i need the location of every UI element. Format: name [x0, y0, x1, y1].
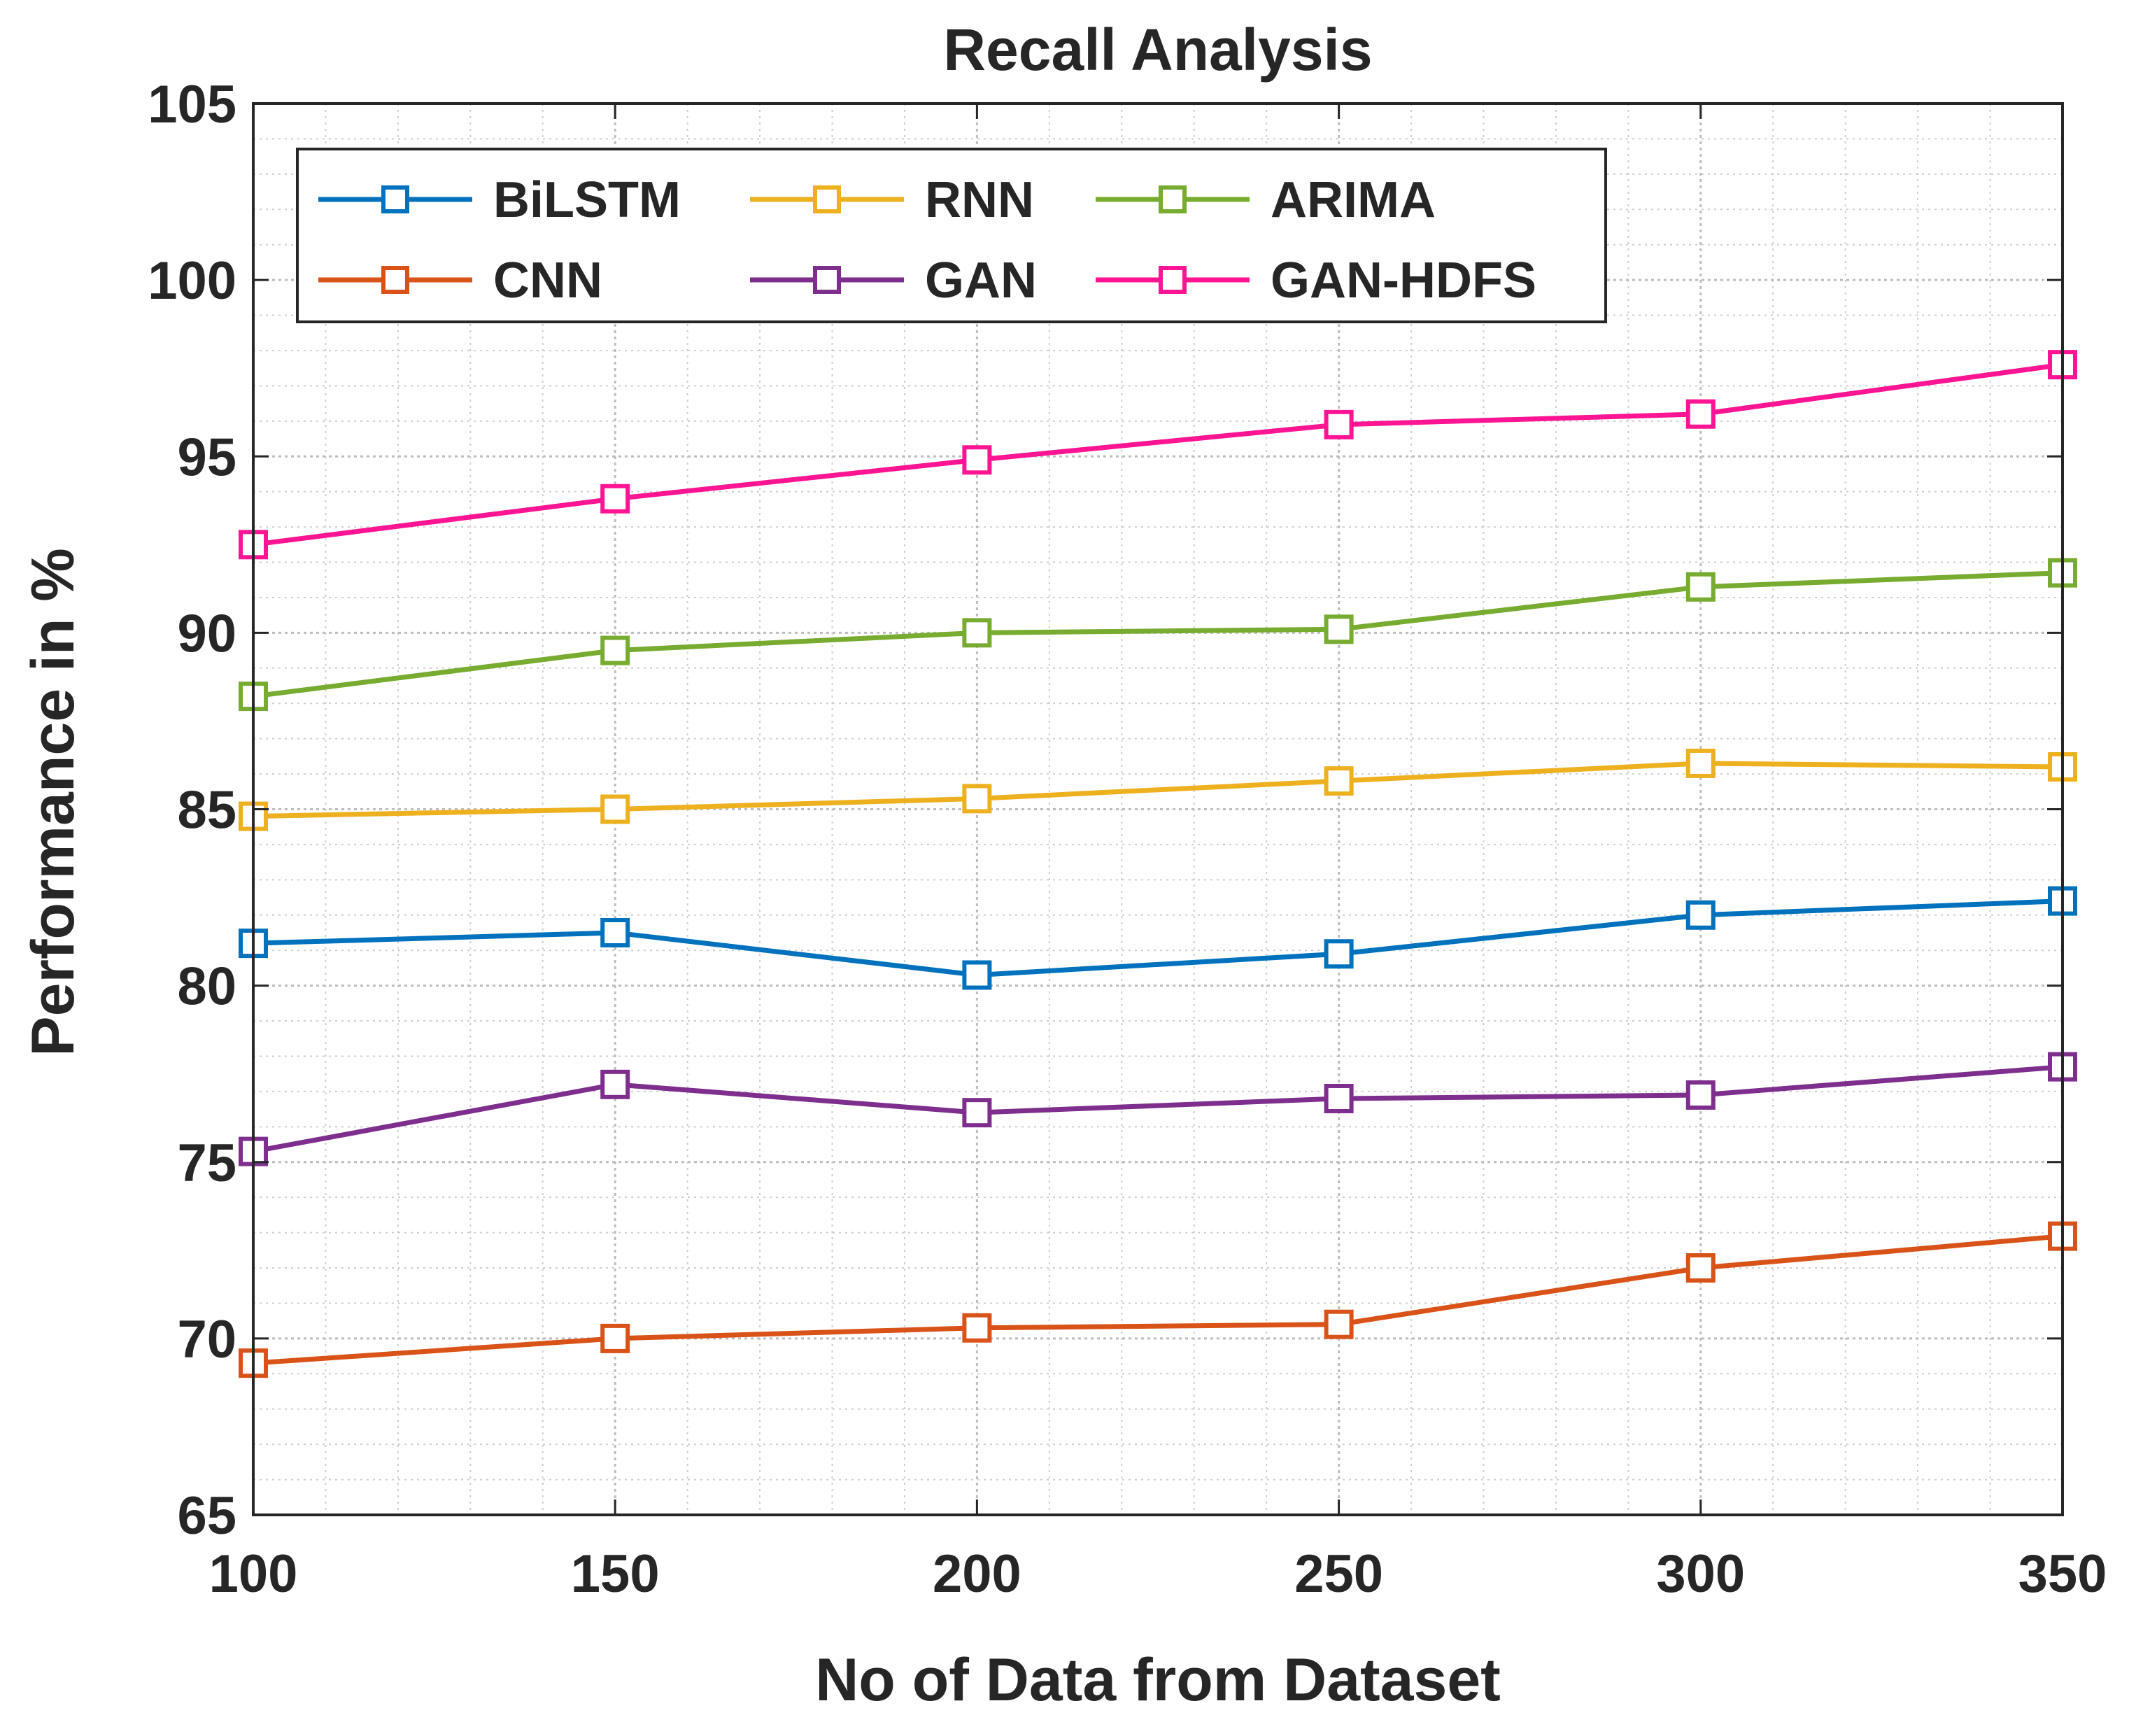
legend-marker-arima	[1159, 185, 1187, 213]
y-tick-label: 90	[177, 604, 236, 663]
data-point-arima	[600, 635, 630, 665]
series-line-gan-hdfs	[253, 362, 2063, 547]
data-point-gan	[600, 1069, 630, 1099]
data-point-gan-hdfs	[600, 484, 630, 514]
legend-label-cnn: CNN	[493, 253, 602, 309]
legend-entry-rnn: RNN	[750, 172, 1034, 228]
y-tick-label: 80	[177, 957, 236, 1017]
legend-entry-arima: ARIMA	[1096, 172, 1436, 228]
data-point-cnn	[1685, 1253, 1716, 1283]
data-point-gan-hdfs	[1685, 399, 1716, 429]
legend-marker-gan	[813, 266, 841, 294]
legend-entry-bilstm: BiLSTM	[318, 172, 681, 228]
data-point-gan	[962, 1098, 992, 1128]
legend-entry-cnn: CNN	[318, 253, 602, 309]
legend: BiLSTM CNN RNN GAN ARIMA GAN-HDFS	[296, 148, 1607, 323]
legend-entry-gan: GAN	[750, 253, 1037, 309]
y-tick-label: 105	[148, 75, 236, 134]
x-tick-label: 250	[1294, 1544, 1383, 1604]
legend-label-rnn: RNN	[925, 172, 1034, 228]
x-tick-label: 350	[2018, 1544, 2107, 1604]
data-point-rnn	[600, 794, 630, 824]
legend-box	[296, 148, 1607, 323]
y-tick-label: 95	[177, 428, 236, 487]
data-point-rnn	[1324, 766, 1354, 796]
x-tick-label: 300	[1656, 1544, 1745, 1604]
tick-labels: 100 150 200 250 300 350 65 70 75 80 85 90 95 100 105	[148, 75, 2107, 1604]
data-point-cnn	[962, 1313, 992, 1343]
series-line-bilstm	[253, 898, 2063, 978]
legend-entry-gan-hdfs: GAN-HDFS	[1096, 253, 1536, 309]
y-tick-label: 85	[177, 781, 236, 840]
data-point-bilstm	[962, 960, 992, 990]
data-point-gan	[1685, 1080, 1716, 1110]
data-point-bilstm	[600, 917, 630, 947]
legend-marker-gan-hdfs	[1159, 266, 1187, 294]
x-tick-label: 200	[933, 1544, 1021, 1604]
data-point-bilstm	[1685, 900, 1716, 930]
data-point-arima	[1685, 572, 1716, 602]
y-tick-label: 100	[148, 251, 236, 311]
data-point-rnn	[1685, 748, 1716, 778]
legend-label-gan-hdfs: GAN-HDFS	[1271, 253, 1536, 309]
legend-label-arima: ARIMA	[1271, 172, 1436, 228]
data-point-arima	[962, 618, 992, 648]
legend-marker-rnn	[813, 185, 841, 213]
legend-marker-cnn	[381, 266, 409, 294]
data-point-arima	[1324, 614, 1354, 644]
data-point-gan-hdfs	[1324, 409, 1354, 439]
data-point-gan	[1324, 1083, 1354, 1113]
series-line-rnn	[253, 761, 2063, 819]
y-tick-label: 65	[177, 1486, 236, 1546]
data-point-gan-hdfs	[962, 445, 992, 475]
legend-label-gan: GAN	[925, 253, 1037, 309]
chart-title: Recall Analysis	[943, 17, 1372, 83]
axes	[252, 102, 2064, 1516]
data-point-bilstm	[1324, 939, 1354, 969]
series-bilstm	[239, 886, 2077, 990]
legend-label-bilstm: BiLSTM	[493, 172, 681, 228]
series-line-arima	[253, 570, 2063, 699]
series-line-gan	[253, 1064, 2063, 1155]
x-axis-title: No of Data from Dataset	[815, 1646, 1501, 1714]
y-axis-title: Performance in %	[20, 548, 87, 1056]
data-point-rnn	[962, 784, 992, 814]
y-tick-label: 75	[177, 1134, 236, 1193]
data-point-cnn	[600, 1323, 630, 1353]
legend-marker-bilstm	[381, 185, 409, 213]
x-tick-label: 150	[571, 1544, 660, 1604]
x-tick-label: 100	[209, 1544, 298, 1604]
y-tick-label: 70	[177, 1310, 236, 1369]
series-line-cnn	[253, 1234, 2063, 1366]
data-point-cnn	[1324, 1309, 1354, 1339]
